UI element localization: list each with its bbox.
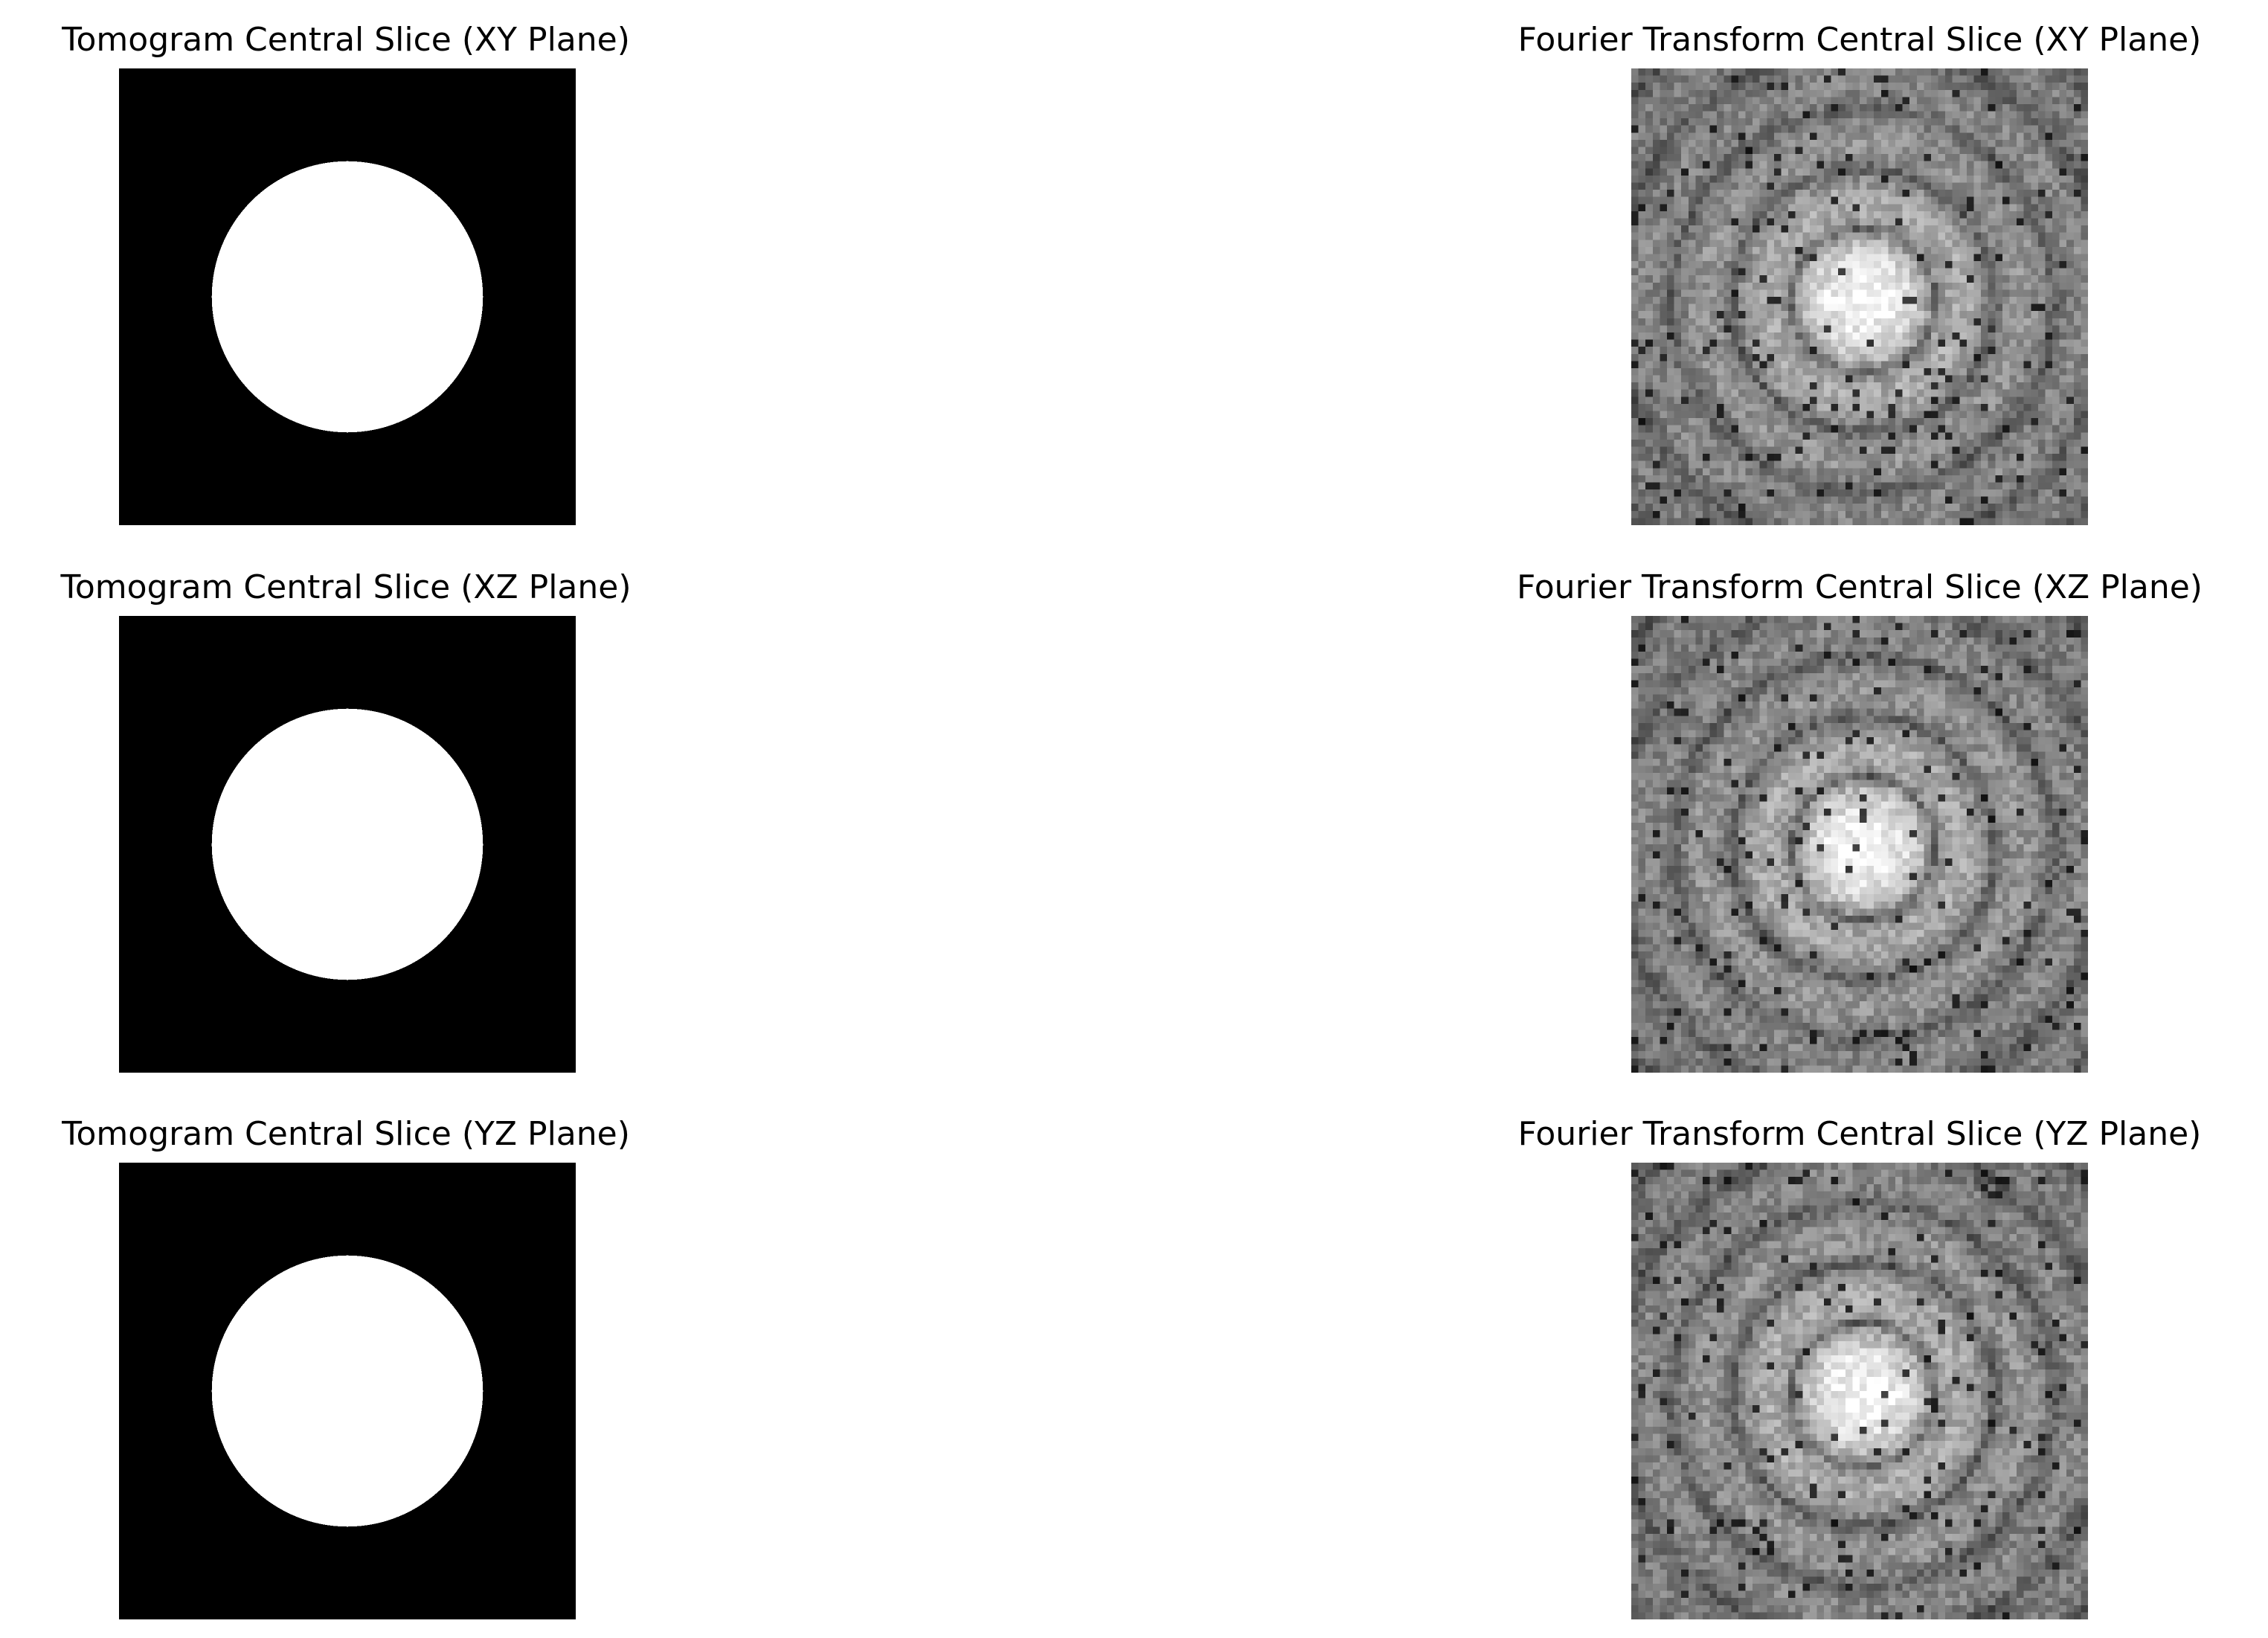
panel-title-fourier-yz: Fourier Transform Central Slice (YZ Plan… [1517,1115,2202,1153]
fourier-xy-canvas [1631,68,2088,525]
panel-title-tomogram-yz: Tomogram Central Slice (YZ Plane) [62,1115,630,1153]
tomogram-xz-disk [119,616,576,1073]
panel-title-tomogram-xy: Tomogram Central Slice (XY Plane) [62,21,630,59]
panel-title-fourier-xy: Fourier Transform Central Slice (XY Plan… [1517,21,2202,59]
tomogram-xy-image [119,68,576,525]
tomogram-xy-disk [119,68,576,525]
fourier-yz-image [1631,1163,2088,1619]
fourier-xy-image [1631,68,2088,525]
tomogram-yz-disk [119,1163,576,1619]
panel-title-tomogram-xz: Tomogram Central Slice (XZ Plane) [60,568,632,606]
fourier-xz-image [1631,616,2088,1073]
fourier-yz-canvas [1631,1163,2088,1619]
tomogram-yz-image [119,1163,576,1619]
fourier-xz-canvas [1631,616,2088,1073]
tomogram-xz-image [119,616,576,1073]
panel-title-fourier-xz: Fourier Transform Central Slice (XZ Plan… [1517,568,2203,606]
